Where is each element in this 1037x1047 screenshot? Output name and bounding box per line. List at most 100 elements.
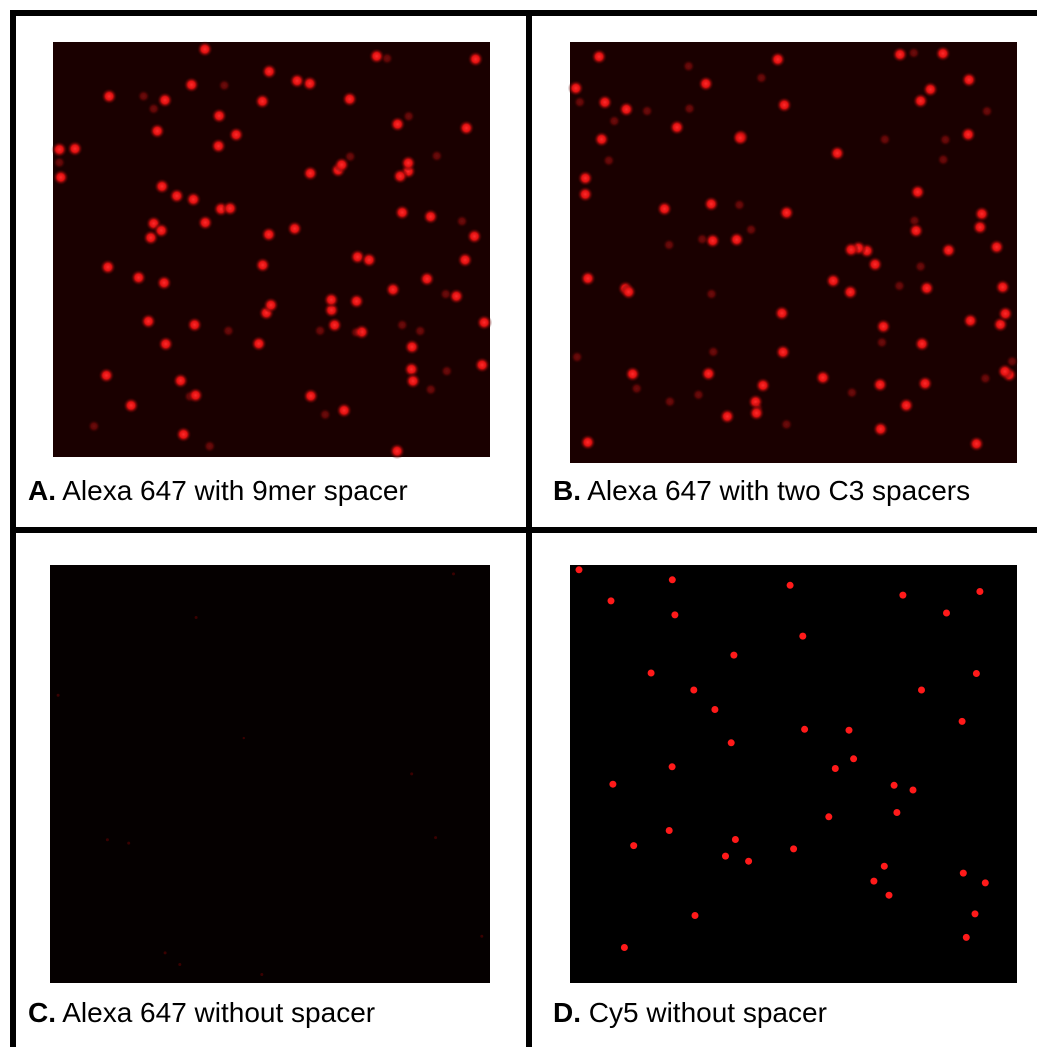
spot (960, 127, 976, 143)
spot (185, 191, 201, 207)
spot (621, 944, 628, 951)
spot (571, 351, 584, 364)
spot (698, 76, 714, 92)
spot (898, 397, 914, 413)
micrograph-a (51, 41, 492, 459)
spot (995, 279, 1011, 295)
spot (730, 652, 737, 659)
spot (251, 336, 267, 352)
spot (873, 421, 889, 437)
spot (825, 813, 832, 820)
spot (203, 440, 216, 453)
spot (396, 319, 409, 332)
spot (979, 372, 992, 385)
spot (891, 782, 898, 789)
micrograph-b (568, 42, 1019, 463)
spot (164, 951, 167, 954)
spot (937, 153, 950, 166)
spot (361, 252, 377, 268)
spot (169, 188, 185, 204)
spot (960, 870, 967, 877)
spot (385, 282, 401, 298)
spot (608, 115, 621, 128)
spot (577, 186, 593, 202)
spot (228, 127, 244, 143)
spot (780, 418, 793, 431)
spot (722, 853, 729, 860)
spot (261, 227, 277, 243)
spot (222, 324, 235, 337)
spot (663, 239, 676, 252)
spot (671, 611, 678, 618)
spot (981, 105, 994, 118)
spot (51, 142, 67, 158)
spot (961, 72, 977, 88)
spot (732, 836, 739, 843)
spot (801, 726, 808, 733)
spot (705, 288, 718, 301)
spot (350, 326, 363, 339)
spot (211, 138, 227, 154)
spot (918, 687, 925, 694)
spot (692, 388, 705, 401)
spot (452, 572, 455, 575)
spot (178, 963, 181, 966)
spot (254, 93, 270, 109)
spot (701, 366, 717, 382)
spot (913, 93, 929, 109)
spot (910, 787, 917, 794)
spot (989, 239, 1005, 255)
spot (669, 576, 676, 583)
caption-text: Cy5 without spacer (589, 997, 827, 1028)
spot (140, 313, 156, 329)
spot (577, 170, 593, 186)
spot (147, 102, 160, 115)
spot (314, 324, 327, 337)
spot (745, 223, 758, 236)
caption-letter: D. (553, 997, 581, 1028)
spot (476, 315, 492, 331)
spot (323, 292, 339, 308)
spot (389, 443, 405, 459)
spot (218, 79, 231, 92)
spot (466, 228, 482, 244)
spot (143, 230, 159, 246)
caption-b: B. Alexa 647 with two C3 spacers (553, 475, 970, 506)
spot (404, 339, 420, 355)
spot (127, 842, 130, 845)
spot (755, 72, 768, 85)
spot (402, 110, 415, 123)
spot (173, 373, 189, 389)
caption-letter: A. (28, 475, 56, 506)
spot (881, 863, 888, 870)
spot (597, 94, 613, 110)
spot (106, 838, 109, 841)
spot (867, 256, 883, 272)
spot (825, 273, 841, 289)
spot (707, 345, 720, 358)
spot (621, 284, 637, 300)
spot (184, 77, 200, 93)
spot (349, 293, 365, 309)
spot (669, 763, 676, 770)
spot (608, 597, 615, 604)
spot (344, 150, 357, 163)
spot (776, 97, 792, 113)
spot (100, 259, 116, 275)
spot (400, 155, 416, 171)
spot (474, 357, 490, 373)
spot (53, 156, 66, 169)
spot (98, 367, 114, 383)
spot (893, 809, 900, 816)
spot (893, 280, 906, 293)
spot (1006, 355, 1019, 368)
spot (692, 912, 699, 919)
spot (255, 257, 271, 273)
spot (573, 96, 586, 109)
spot (468, 51, 484, 67)
spot (67, 141, 83, 157)
spot (602, 154, 615, 167)
spot (101, 88, 117, 104)
spot (899, 592, 906, 599)
spot (732, 130, 748, 146)
